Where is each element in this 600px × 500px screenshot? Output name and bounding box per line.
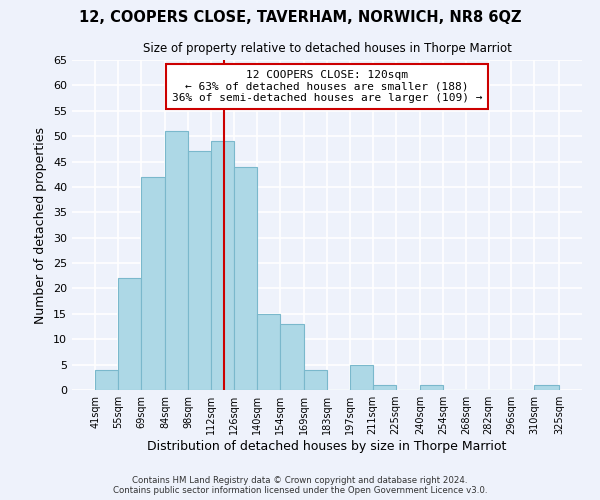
Bar (535, 385, 559, 390)
Bar (141, 177, 166, 390)
Title: Size of property relative to detached houses in Thorpe Marriot: Size of property relative to detached ho… (143, 42, 511, 54)
Bar (95, 370, 118, 390)
Text: 12, COOPERS CLOSE, TAVERHAM, NORWICH, NR8 6QZ: 12, COOPERS CLOSE, TAVERHAM, NORWICH, NR… (79, 10, 521, 25)
X-axis label: Distribution of detached houses by size in Thorpe Marriot: Distribution of detached houses by size … (148, 440, 506, 453)
Bar (280, 324, 304, 390)
Text: 12 COOPERS CLOSE: 120sqm
← 63% of detached houses are smaller (188)
36% of semi-: 12 COOPERS CLOSE: 120sqm ← 63% of detach… (172, 70, 482, 103)
Bar (304, 370, 327, 390)
Bar (166, 131, 188, 390)
Bar (350, 364, 373, 390)
Bar (373, 385, 395, 390)
Y-axis label: Number of detached properties: Number of detached properties (34, 126, 47, 324)
Bar (420, 385, 443, 390)
Bar (211, 141, 234, 390)
Bar (257, 314, 280, 390)
Bar (234, 166, 257, 390)
Bar (118, 278, 141, 390)
Text: Contains HM Land Registry data © Crown copyright and database right 2024.
Contai: Contains HM Land Registry data © Crown c… (113, 476, 487, 495)
Bar (188, 152, 211, 390)
